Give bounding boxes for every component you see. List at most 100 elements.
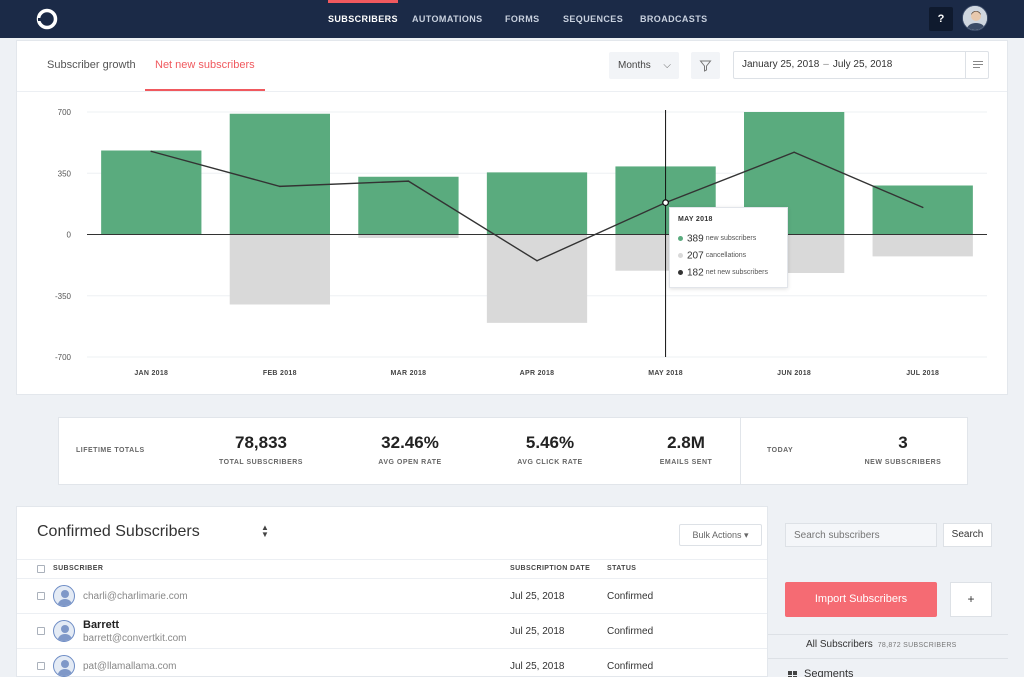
row-checkbox[interactable]: [37, 592, 45, 600]
net-new-subscribers-chart: 700 350 0 -350 -700 JAN 2018 FEB 2018 MAR 2018 A…: [55, 108, 987, 377]
nav-tab-forms[interactable]: FORMS: [505, 14, 540, 24]
all-subscribers-link[interactable]: All Subscribers 78,872 SUBSCRIBERS: [806, 639, 957, 650]
lifetime-totals-label: LIFETIME TOTALS: [76, 447, 145, 454]
bar-cancellations: [872, 234, 973, 257]
bar-new-subscribers: [486, 172, 588, 235]
y-tick-label: 350: [58, 169, 72, 178]
tooltip-row-new: 389 new subscribers: [678, 230, 779, 247]
nav-tab-broadcasts[interactable]: BROADCASTS: [640, 14, 708, 24]
row-checkbox[interactable]: [37, 627, 45, 635]
x-tick-label: MAY 2018: [648, 370, 683, 377]
subscription-status: Confirmed: [607, 661, 654, 672]
tab-net-new-subscribers[interactable]: Net new subscribers: [145, 41, 265, 91]
x-tick-label: JUL 2018: [906, 370, 939, 377]
period-select[interactable]: Months ⌵: [609, 52, 679, 79]
sidebar-divider: [768, 658, 1008, 659]
search-button[interactable]: Search: [943, 523, 992, 547]
period-select-value: Months: [618, 60, 651, 71]
x-tick-label: FEB 2018: [263, 370, 297, 377]
bulk-actions-button[interactable]: Bulk Actions ▾: [679, 524, 762, 546]
bar-new-subscribers: [358, 176, 459, 235]
net-line-point: [407, 180, 410, 182]
table-row[interactable]: charli@charlimarie.com Jul 25, 2018 Conf…: [17, 579, 767, 614]
bar-new-subscribers: [229, 113, 330, 235]
nav-tab-subscribers[interactable]: SUBSCRIBERS: [328, 0, 398, 38]
net-line-point: [279, 185, 281, 188]
select-all-checkbox[interactable]: [37, 565, 45, 573]
column-subscriber[interactable]: SUBSCRIBER: [53, 565, 104, 572]
subscription-date: Jul 25, 2018: [510, 626, 565, 637]
hover-point: [662, 199, 669, 207]
bar-cancellations: [358, 234, 459, 238]
stat-avg-open-rate: 32.46% AVG OPEN RATE: [350, 433, 470, 466]
sidebar-divider: [768, 634, 1008, 635]
row-checkbox[interactable]: [37, 662, 45, 670]
net-line-point: [536, 259, 538, 262]
grey-dot-icon: [678, 253, 683, 259]
stat-label: TOTAL SUBSCRIBERS: [219, 459, 303, 466]
date-menu-button[interactable]: [965, 51, 989, 79]
tooltip-value: 207: [687, 250, 704, 262]
y-tick-label: -700: [55, 353, 72, 362]
stat-avg-click-rate: 5.46% AVG CLICK RATE: [490, 433, 610, 466]
segments-icon: [788, 671, 797, 677]
y-tick-label: -350: [55, 292, 72, 301]
bar-cancellations: [229, 234, 330, 305]
subscription-status: Confirmed: [607, 591, 654, 602]
sort-icon[interactable]: ▲ ▼: [261, 523, 269, 539]
stat-label: AVG CLICK RATE: [517, 459, 583, 466]
column-status[interactable]: STATUS: [607, 565, 637, 572]
x-tick-label: JAN 2018: [134, 370, 168, 377]
x-tick-label: JUN 2018: [777, 370, 811, 377]
date-start: January 25, 2018: [742, 59, 820, 70]
segments-heading[interactable]: Segments: [804, 668, 854, 677]
nav-tab-sequences[interactable]: SEQUENCES: [563, 14, 624, 24]
subscription-date: Jul 25, 2018: [510, 591, 565, 602]
subscriber-name: Barrett: [83, 619, 120, 631]
add-subscriber-button[interactable]: +: [950, 582, 992, 617]
bar-new-subscribers: [101, 150, 202, 235]
convertkit-logo-icon[interactable]: [36, 8, 58, 30]
chart-tooltip: MAY 2018 389 new subscribers 207 cancellat…: [669, 207, 788, 288]
subscription-status: Confirmed: [607, 626, 654, 637]
stat-label: EMAILS SENT: [659, 459, 713, 466]
tooltip-row-cancellations: 207 cancellations: [678, 247, 779, 264]
y-tick-label: 700: [58, 108, 72, 117]
tooltip-row-net: 182 net new subscribers: [678, 264, 779, 281]
date-range-picker[interactable]: January 25, 2018– July 25, 2018: [733, 51, 989, 79]
subscriber-email: charli@charlimarie.com: [83, 591, 188, 602]
totals-divider: [740, 418, 741, 484]
stat-value: 78,833: [235, 433, 287, 452]
subscription-date: Jul 25, 2018: [510, 661, 565, 672]
stat-value: 32.46%: [381, 433, 439, 452]
tab-subscriber-growth[interactable]: Subscriber growth: [47, 59, 136, 71]
nav-tab-automations[interactable]: AUTOMATIONS: [412, 14, 483, 24]
date-separator: –: [823, 59, 829, 70]
avatar-icon: [53, 655, 75, 677]
filter-button[interactable]: [691, 52, 720, 79]
chart-card: Subscriber growth Net new subscribers Mo…: [16, 40, 1008, 395]
stat-value: 5.46%: [525, 433, 575, 452]
lifetime-totals-card: LIFETIME TOTALS 78,833 TOTAL SUBSCRIBERS…: [58, 417, 968, 485]
tab-divider: [17, 91, 1007, 92]
column-subscription-date[interactable]: SUBSCRIPTION DATE: [510, 565, 591, 572]
avatar-icon: [53, 620, 75, 642]
menu-icon: [973, 61, 983, 62]
y-tick-label: 0: [67, 231, 72, 240]
avatar-icon: [53, 585, 75, 607]
green-dot-icon: [678, 236, 683, 242]
today-label: TODAY: [767, 447, 794, 454]
x-tick-label: APR 2018: [520, 370, 555, 377]
all-subscribers-count: 78,872 SUBSCRIBERS: [877, 642, 957, 649]
chevron-down-icon: ⌵: [663, 60, 671, 71]
search-subscribers-input[interactable]: [785, 523, 937, 547]
net-line-point: [793, 151, 795, 154]
table-row[interactable]: pat@llamallama.com Jul 25, 2018 Confirme…: [17, 649, 767, 677]
stat-value: 3: [898, 433, 908, 452]
stat-label: NEW SUBSCRIBERS: [864, 459, 942, 466]
table-row[interactable]: Barrett barrett@convertkit.com Jul 25, 2…: [17, 614, 767, 649]
stat-total-subscribers: 78,833 TOTAL SUBSCRIBERS: [201, 433, 321, 466]
user-avatar-icon[interactable]: [962, 5, 988, 31]
import-subscribers-button[interactable]: Import Subscribers: [785, 582, 937, 617]
help-button[interactable]: ?: [929, 7, 953, 31]
